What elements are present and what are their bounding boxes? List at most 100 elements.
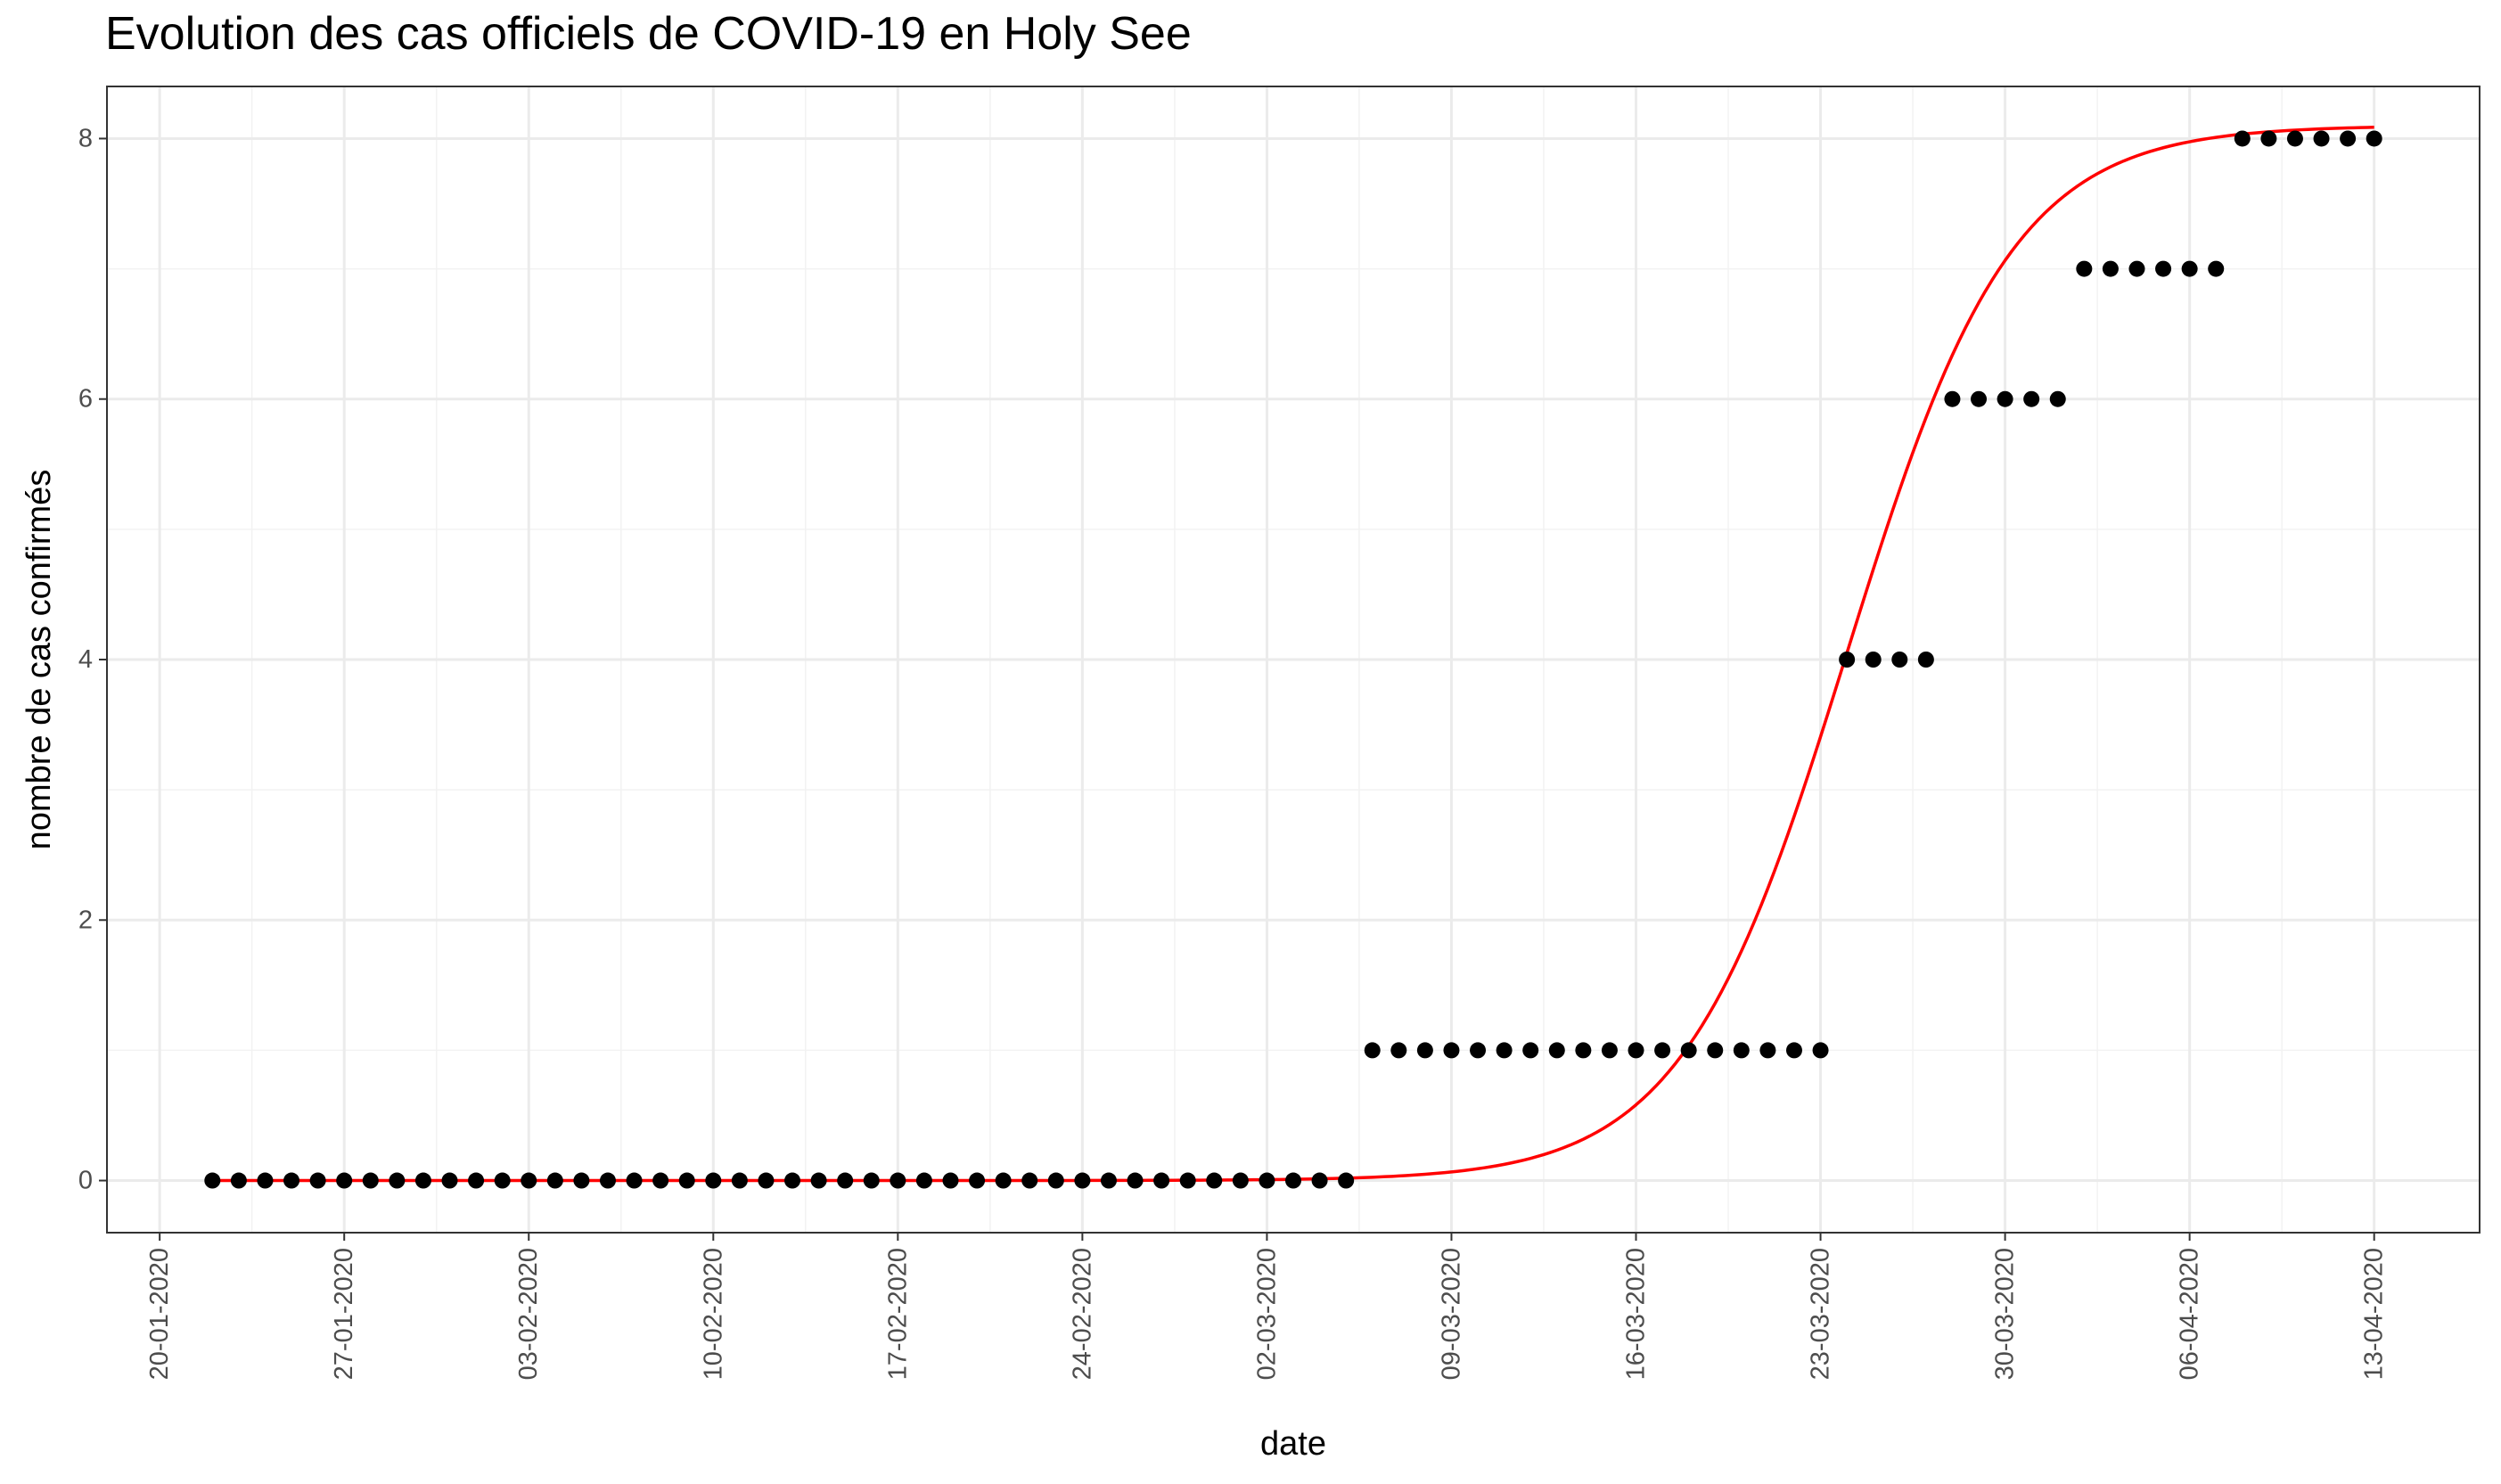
data-point [1259,1172,1275,1189]
data-point [2181,260,2198,277]
data-point [1021,1172,1038,1189]
data-point [2340,130,2357,147]
data-point [1601,1042,1618,1059]
data-point [1390,1042,1407,1059]
data-point [1074,1172,1091,1189]
data-point [494,1172,511,1189]
y-axis: 0 2 4 6 8 [78,124,107,1195]
data-point [731,1172,748,1189]
data-point [1865,652,1882,668]
y-tick-label: 2 [78,906,93,934]
data-point [915,1172,932,1189]
y-axis-title: nombre de cas confirmés [20,470,58,850]
data-point [810,1172,827,1189]
x-tick-label: 27-01-2020 [330,1248,358,1380]
data-point [1443,1042,1460,1059]
data-point [863,1172,880,1189]
data-point [204,1172,221,1189]
data-point [1179,1172,1196,1189]
data-point [1654,1042,1671,1059]
data-point [1707,1042,1724,1059]
data-point [336,1172,353,1189]
data-point [2260,130,2277,147]
data-point [758,1172,775,1189]
x-tick-label: 24-02-2020 [1068,1248,1096,1380]
data-point [837,1172,854,1189]
data-point [2049,390,2066,407]
data-point [573,1172,590,1189]
data-point [1364,1042,1381,1059]
data-point [468,1172,485,1189]
data-point [230,1172,247,1189]
data-point [521,1172,537,1189]
data-point [546,1172,563,1189]
data-point [678,1172,695,1189]
data-point [2366,130,2382,147]
data-point [2313,130,2330,147]
data-point [995,1172,1012,1189]
data-point [2076,260,2093,277]
data-point [1812,1042,1829,1059]
data-point [1416,1042,1433,1059]
data-point [283,1172,300,1189]
data-point [2234,130,2251,147]
data-point [626,1172,643,1189]
data-point [2128,260,2145,277]
data-point [1575,1042,1592,1059]
data-point [414,1172,431,1189]
y-tick-label: 6 [78,385,93,414]
data-point [705,1172,722,1189]
data-point [599,1172,616,1189]
data-point [1944,390,1961,407]
x-tick-label: 09-03-2020 [1437,1248,1465,1380]
data-point [1206,1172,1223,1189]
data-point [2102,260,2119,277]
data-point [1100,1172,1117,1189]
y-tick-label: 0 [78,1167,93,1195]
data-point [2208,260,2225,277]
data-point [1759,1042,1776,1059]
data-point [362,1172,379,1189]
data-point [1285,1172,1301,1189]
x-tick-label: 10-02-2020 [699,1248,727,1380]
chart-title: Evolution des cas officiels de COVID-19 … [105,8,1192,60]
data-point [2023,390,2040,407]
x-tick-label: 20-01-2020 [145,1248,174,1380]
x-tick-label: 06-04-2020 [2176,1248,2204,1380]
data-point [1153,1172,1170,1189]
x-tick-label: 17-02-2020 [883,1248,912,1380]
fit-curve [212,126,2374,1183]
data-point [2155,260,2172,277]
y-tick-label: 4 [78,645,93,674]
data-points [204,130,2382,1189]
data-point [1496,1042,1513,1059]
data-point [1785,1042,1802,1059]
x-tick-label: 02-03-2020 [1252,1248,1281,1380]
x-tick-label: 13-04-2020 [2360,1248,2389,1380]
data-point [2286,130,2303,147]
data-point [1628,1042,1644,1059]
data-point [1971,390,1988,407]
data-point [257,1172,274,1189]
x-tick-label: 30-03-2020 [1991,1248,2020,1380]
data-point [309,1172,326,1189]
data-point [784,1172,801,1189]
data-point [1839,652,1856,668]
data-point [441,1172,458,1189]
data-point [1997,390,2013,407]
data-point [1891,652,1908,668]
data-point [1680,1042,1697,1059]
data-point [1127,1172,1144,1189]
x-axis: 20-01-2020 27-01-2020 03-02-2020 10-02-2020… [145,1233,2389,1380]
data-point [1470,1042,1487,1059]
data-point [1733,1042,1750,1059]
data-point [1522,1042,1539,1059]
x-axis-title: date [1260,1425,1326,1463]
data-point [652,1172,669,1189]
x-tick-label: 16-03-2020 [1622,1248,1651,1380]
data-point [942,1172,959,1189]
data-point [890,1172,906,1189]
fit-curve-layer [212,126,2374,1183]
x-tick-label: 03-02-2020 [514,1248,543,1380]
